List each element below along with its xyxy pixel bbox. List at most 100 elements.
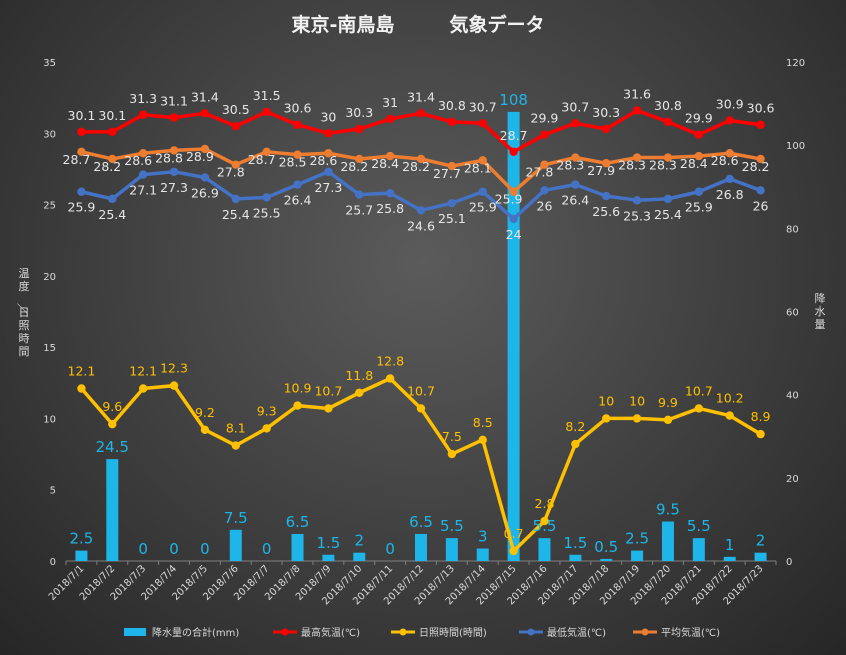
series-point	[169, 113, 179, 122]
avg-temp-label: 27.8	[217, 165, 245, 180]
rain-bar	[322, 554, 335, 561]
series-point	[725, 116, 734, 125]
series-point	[138, 384, 148, 393]
series-point	[77, 127, 86, 137]
legend-marker	[281, 628, 289, 636]
min-temp-label: 25.1	[438, 211, 466, 226]
series-point	[385, 188, 395, 198]
sunshine-label: 8.9	[751, 409, 771, 424]
rain-label: 1.5	[563, 534, 587, 552]
rain-label: 24.5	[96, 438, 129, 456]
rain-label: 9.5	[656, 500, 680, 518]
y-left-tick-label: 15	[43, 343, 56, 354]
avg-temp-label: 28.5	[279, 155, 307, 170]
series-point	[663, 117, 673, 127]
rain-bar	[229, 529, 242, 561]
series-point	[447, 117, 457, 127]
series-point	[602, 414, 611, 423]
y-left-tick-label: 20	[43, 272, 56, 283]
rain-label: 7.5	[224, 509, 248, 527]
series-point	[355, 388, 364, 397]
min-temp-label: 26	[537, 198, 553, 213]
series-point	[725, 411, 734, 420]
series-point	[138, 170, 148, 179]
series-point	[416, 109, 426, 118]
max-temp-label: 30.6	[284, 101, 312, 116]
series-point	[385, 114, 395, 124]
series-point	[725, 149, 734, 158]
avg-temp-label: 28.2	[340, 159, 368, 174]
series-point	[725, 174, 734, 184]
y-right-tick-label: 60	[786, 308, 799, 319]
rain-bar	[538, 538, 551, 561]
series-point	[200, 425, 210, 435]
avg-temp-label: 28.2	[93, 159, 121, 174]
avg-temp-label: 28.9	[186, 149, 214, 164]
rain-bar	[507, 111, 520, 562]
series-point	[77, 384, 86, 393]
rain-bar	[415, 533, 427, 561]
y-left-tick-label: 35	[43, 58, 56, 69]
series-point	[540, 186, 549, 195]
max-temp-label: 31.4	[191, 89, 219, 104]
sunshine-label: 10.7	[407, 383, 435, 398]
legend-marker	[399, 628, 407, 636]
series-point	[756, 120, 765, 129]
series-point	[231, 194, 240, 204]
min-temp-label: 25.9	[68, 200, 96, 215]
rain-label: 2	[354, 532, 364, 550]
series-point	[571, 439, 580, 449]
max-temp-label: 31	[382, 95, 398, 110]
y-left-tick-label: 10	[43, 414, 56, 425]
rain-bar	[723, 556, 736, 561]
rain-label: 2.5	[70, 530, 94, 548]
series-point	[262, 424, 271, 433]
legend-swatch	[124, 628, 146, 636]
avg-temp-label: 28.3	[649, 158, 677, 173]
sunshine-label: 7.5	[442, 429, 462, 444]
series-point	[169, 146, 179, 155]
series-point	[416, 206, 426, 215]
min-temp-label: 25.8	[376, 201, 404, 216]
avg-temp-label: 28.3	[556, 158, 584, 173]
min-temp-label: 25.9	[685, 200, 713, 215]
series-point	[262, 193, 271, 202]
min-temp-label: 26.8	[716, 187, 744, 202]
sunshine-label: 10	[629, 393, 645, 408]
series-point	[416, 154, 426, 164]
rain-label: 0	[262, 540, 272, 558]
max-temp-label: 31.6	[623, 86, 651, 101]
avg-temp-label: 28.7	[248, 152, 276, 167]
series-point	[324, 149, 333, 158]
legend-label: 最高気温(℃)	[301, 626, 360, 639]
sunshine-label: 10.7	[685, 383, 713, 398]
max-temp-label: 30.1	[98, 108, 126, 123]
avg-temp-label: 28.2	[742, 159, 770, 174]
min-temp-label: 27.3	[160, 180, 188, 195]
axis-title-text: 温度／日照時間	[16, 267, 30, 358]
series-point	[632, 414, 642, 423]
sunshine-label: 8.1	[226, 421, 246, 436]
rain-bar	[476, 548, 489, 561]
avg-temp-label: 28.6	[309, 153, 337, 168]
series-point	[602, 159, 611, 168]
sunshine-label: 12.8	[376, 354, 404, 369]
series-point	[108, 419, 117, 429]
rain-label: 0	[138, 540, 148, 558]
min-temp-label: 27.1	[129, 183, 157, 198]
min-temp-label: 25.6	[592, 204, 620, 219]
max-temp-label: 30.1	[68, 108, 96, 123]
sunshine-label: 8.2	[565, 419, 585, 434]
series-point	[509, 147, 518, 157]
series-point	[169, 381, 179, 390]
series-point	[478, 435, 487, 445]
rain-label: 3	[478, 528, 488, 546]
rain-bar	[600, 558, 613, 561]
min-temp-label: 27.3	[314, 180, 342, 195]
series-point	[385, 374, 395, 383]
series-point	[138, 149, 148, 158]
min-temp-label: 25.4	[654, 207, 682, 222]
max-temp-label: 31.3	[129, 91, 157, 106]
sunshine-label: 10.2	[716, 391, 744, 406]
series-point	[355, 154, 364, 164]
